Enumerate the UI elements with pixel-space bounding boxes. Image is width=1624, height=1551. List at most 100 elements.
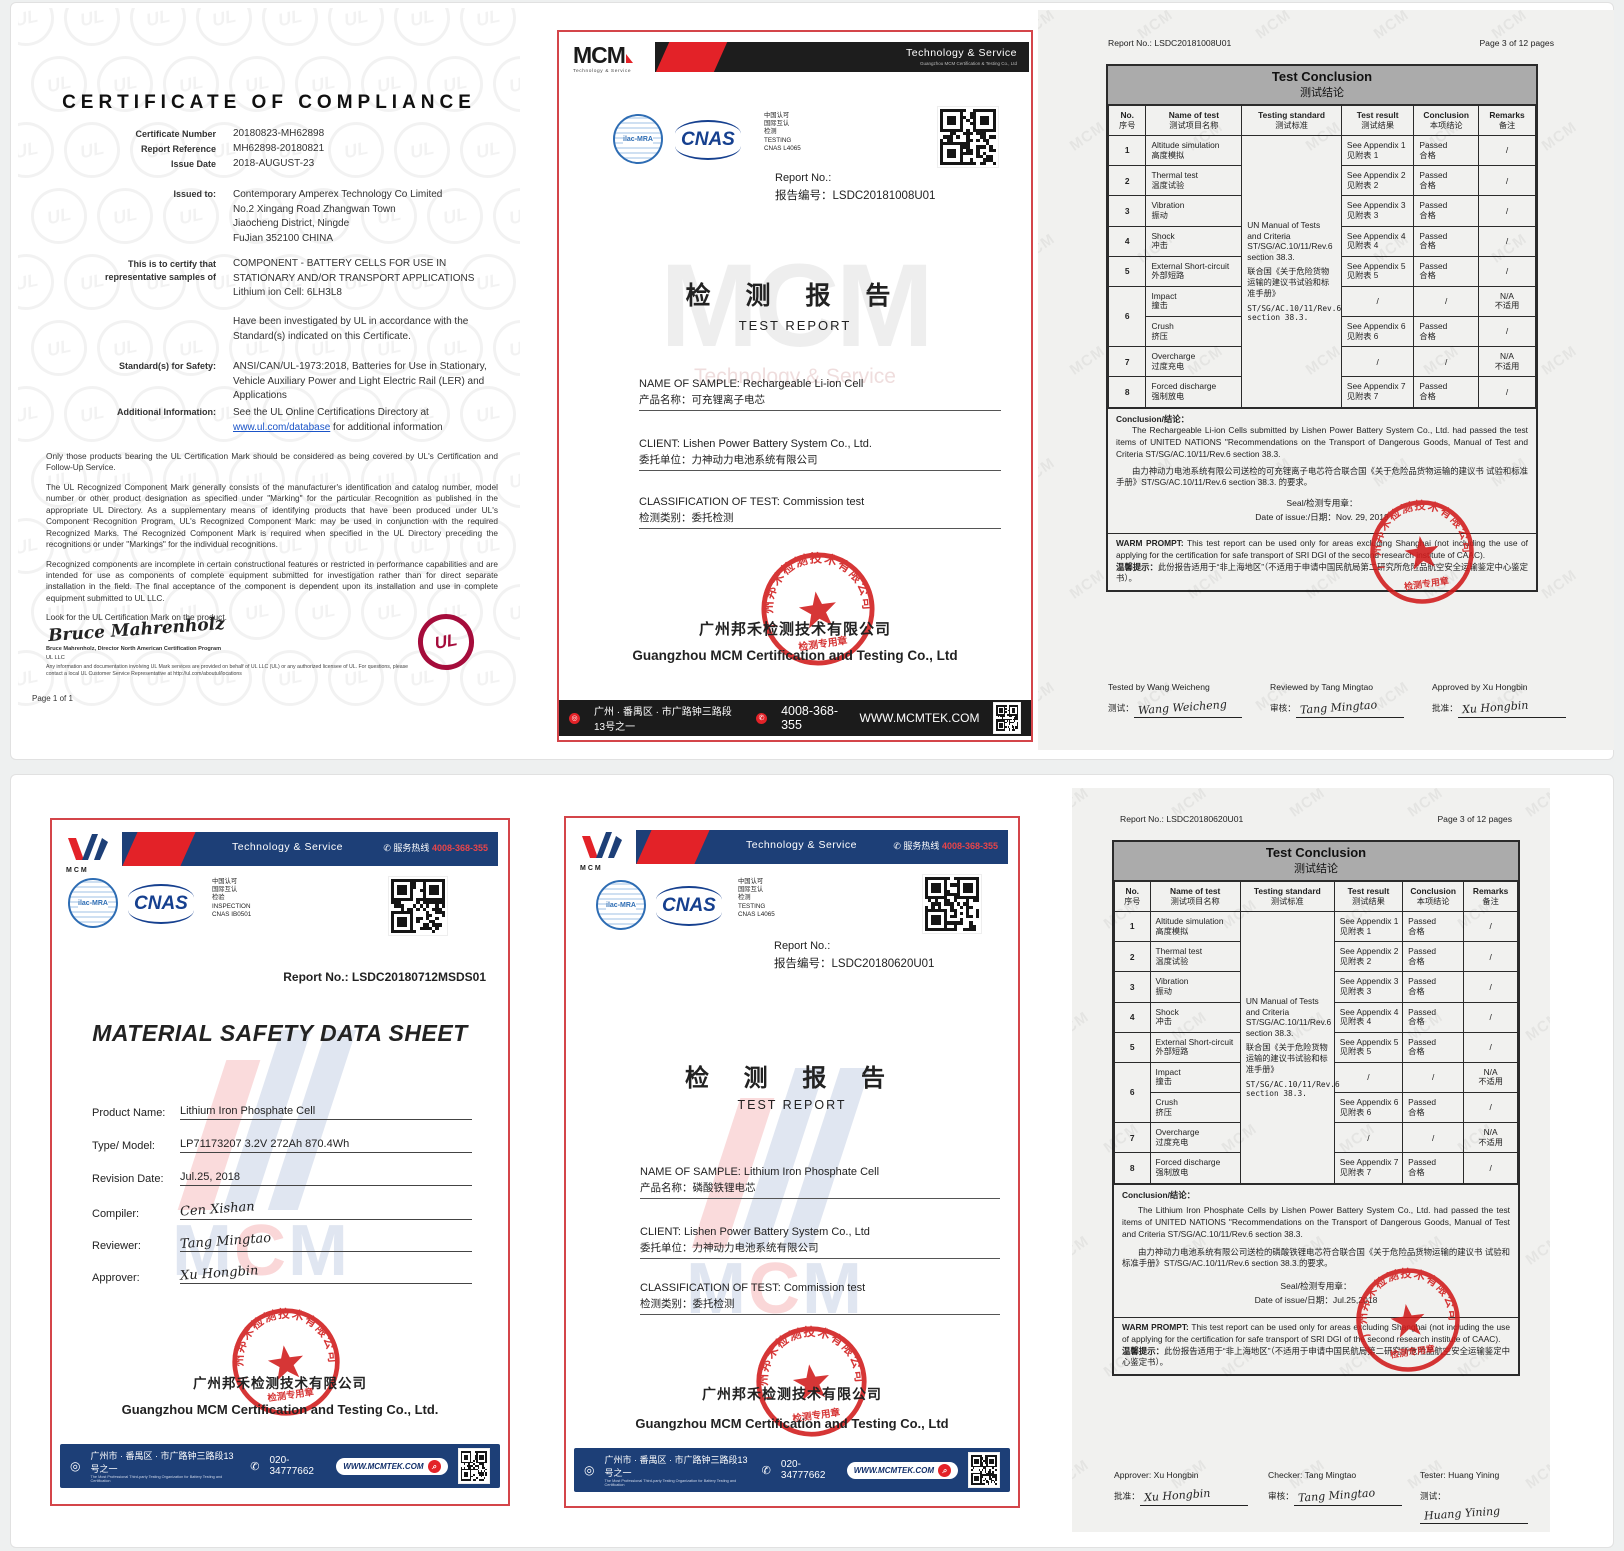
qr-module [986, 122, 990, 126]
qr-module [969, 132, 973, 136]
cell-text-en: Testing standard [1253, 886, 1321, 896]
cell-text-cn: 过度充电 [1155, 1137, 1189, 1147]
qr-module [1015, 727, 1017, 730]
qr-module [400, 904, 404, 908]
qr-module [969, 915, 973, 919]
test-result-cell: See Appendix 3 见附表 3 [1333, 971, 1404, 1003]
qr-module [438, 907, 442, 911]
footer-website-pill[interactable]: WWW.MCMTEK.COM ⌕ [336, 1457, 448, 1475]
qr-module [989, 145, 993, 149]
qr-module [959, 141, 964, 146]
conclusion-row: 1 Altitude simulation 高度模拟 UN Manual of Tes… [1107, 135, 1536, 408]
cell-text-cn: 振动 [1151, 210, 1168, 220]
qr-module [992, 1476, 994, 1478]
qr-module [476, 1456, 478, 1459]
qr-module [966, 877, 970, 881]
qr-module [992, 1472, 994, 1475]
qr-module [425, 917, 430, 921]
qr-module [482, 1451, 484, 1453]
qr-module [992, 1470, 994, 1473]
accreditation-text: 中国认可 国际互认 检测 TESTING CNAS L4065 [764, 112, 801, 152]
qr-module [476, 1451, 478, 1453]
cell-text-cn: 撞击 [1151, 301, 1168, 311]
conclusion-row: 6 Impact 撞击 / / N/A 不适用 [1114, 1061, 1518, 1124]
qr-module [966, 135, 970, 139]
qr-module [425, 923, 430, 927]
cell-text-cn: 备注 [1498, 120, 1516, 130]
footer-website[interactable]: WWW.MCMTEK.COM [859, 711, 980, 725]
cell-text-cn: 见附表 2 [1339, 956, 1372, 966]
qr-module [999, 718, 1001, 721]
qr-module [990, 1472, 993, 1475]
qr-module [979, 135, 983, 139]
qr-module [996, 711, 998, 713]
qr-module [975, 899, 979, 903]
report-no-value: LSDC20180620U01 [831, 958, 935, 970]
qr-module [975, 886, 979, 890]
qr-module [463, 1451, 466, 1453]
qr-module [937, 883, 941, 887]
footer-website-pill[interactable]: WWW.MCMTEK.COM ⌕ [846, 1461, 959, 1479]
qr-module [953, 148, 957, 152]
qr-module [974, 1465, 976, 1468]
qr-module [940, 896, 945, 900]
mcm-logo-triangle-icon [625, 54, 633, 63]
qr-module [460, 1473, 463, 1476]
qr-module [972, 161, 977, 165]
qr-module [1012, 726, 1015, 728]
qr-module [971, 1483, 973, 1485]
warm-prompt-text-en: This test report can be used only for ar… [1122, 1322, 1510, 1344]
qr-module [975, 896, 979, 900]
ul-watermark-medallion: UL [157, 314, 225, 382]
conclusion-cell: Passed 合格 [1413, 376, 1480, 408]
qr-module [992, 161, 996, 165]
qr-module [984, 1465, 987, 1468]
cell-text-en: Passed [1419, 200, 1448, 211]
qr-module [950, 927, 954, 931]
qr-module [981, 1469, 984, 1471]
qr-module [982, 115, 987, 119]
qr-module [403, 910, 407, 914]
qr-module [413, 879, 417, 883]
cell-text-cn: 撞击 [1155, 1077, 1172, 1087]
warm-prompt-en: WARM PROMPT: This test report can be use… [1116, 538, 1528, 562]
qr-module [422, 894, 426, 899]
qr-module [946, 115, 950, 119]
qr-module [984, 1467, 987, 1470]
qr-module [1005, 705, 1007, 707]
qr-module [997, 718, 1000, 721]
qr-module [1000, 708, 1002, 710]
qr-module [391, 885, 395, 889]
qr-module [949, 115, 954, 119]
mcm-ghost-watermark: MCM [1522, 788, 1550, 821]
ul-watermark-medallion: UL [388, 116, 456, 184]
qr-module [976, 148, 980, 152]
qr-module [969, 927, 973, 931]
cell-text-en: / [1367, 1132, 1370, 1143]
warm-prompt-cn-label: 温馨提示： [1116, 561, 1158, 572]
sample-name-field: NAME OF SAMPLE: Rechargeable Li-ion Cell… [639, 378, 1001, 411]
ul-database-link[interactable]: www.ul.com/database [233, 421, 331, 433]
qr-module [460, 1458, 463, 1460]
qr-module [944, 883, 948, 887]
warm-prompt-en: WARM PROMPT: This test report can be use… [1122, 1322, 1510, 1346]
qr-module [1011, 714, 1013, 716]
qr-module [1009, 720, 1011, 722]
conclusion-row: 8 Forced discharge 强制放电 See Appendix 7 见附表 7… [1107, 376, 1536, 408]
qr-module [432, 898, 436, 902]
qr-module [977, 1462, 979, 1464]
qr-module [978, 1465, 981, 1468]
qr-module [969, 921, 973, 925]
qr-module [975, 908, 979, 912]
qr-module [975, 1465, 978, 1468]
ul-fine-print: Any information and documentation involv… [46, 664, 409, 678]
test-result-cell: See Appendix 6 见附表 6 [1333, 1092, 1404, 1124]
paragraph-recognized-components: Recognized components are incomplete in … [46, 558, 498, 603]
qr-module [485, 1468, 487, 1471]
qr-module [979, 122, 983, 126]
row-number: 2 [1114, 941, 1151, 973]
qr-module [999, 724, 1001, 727]
qr-module [977, 1465, 979, 1468]
qr-module [986, 141, 990, 146]
cell-text-en: / [1489, 921, 1492, 932]
